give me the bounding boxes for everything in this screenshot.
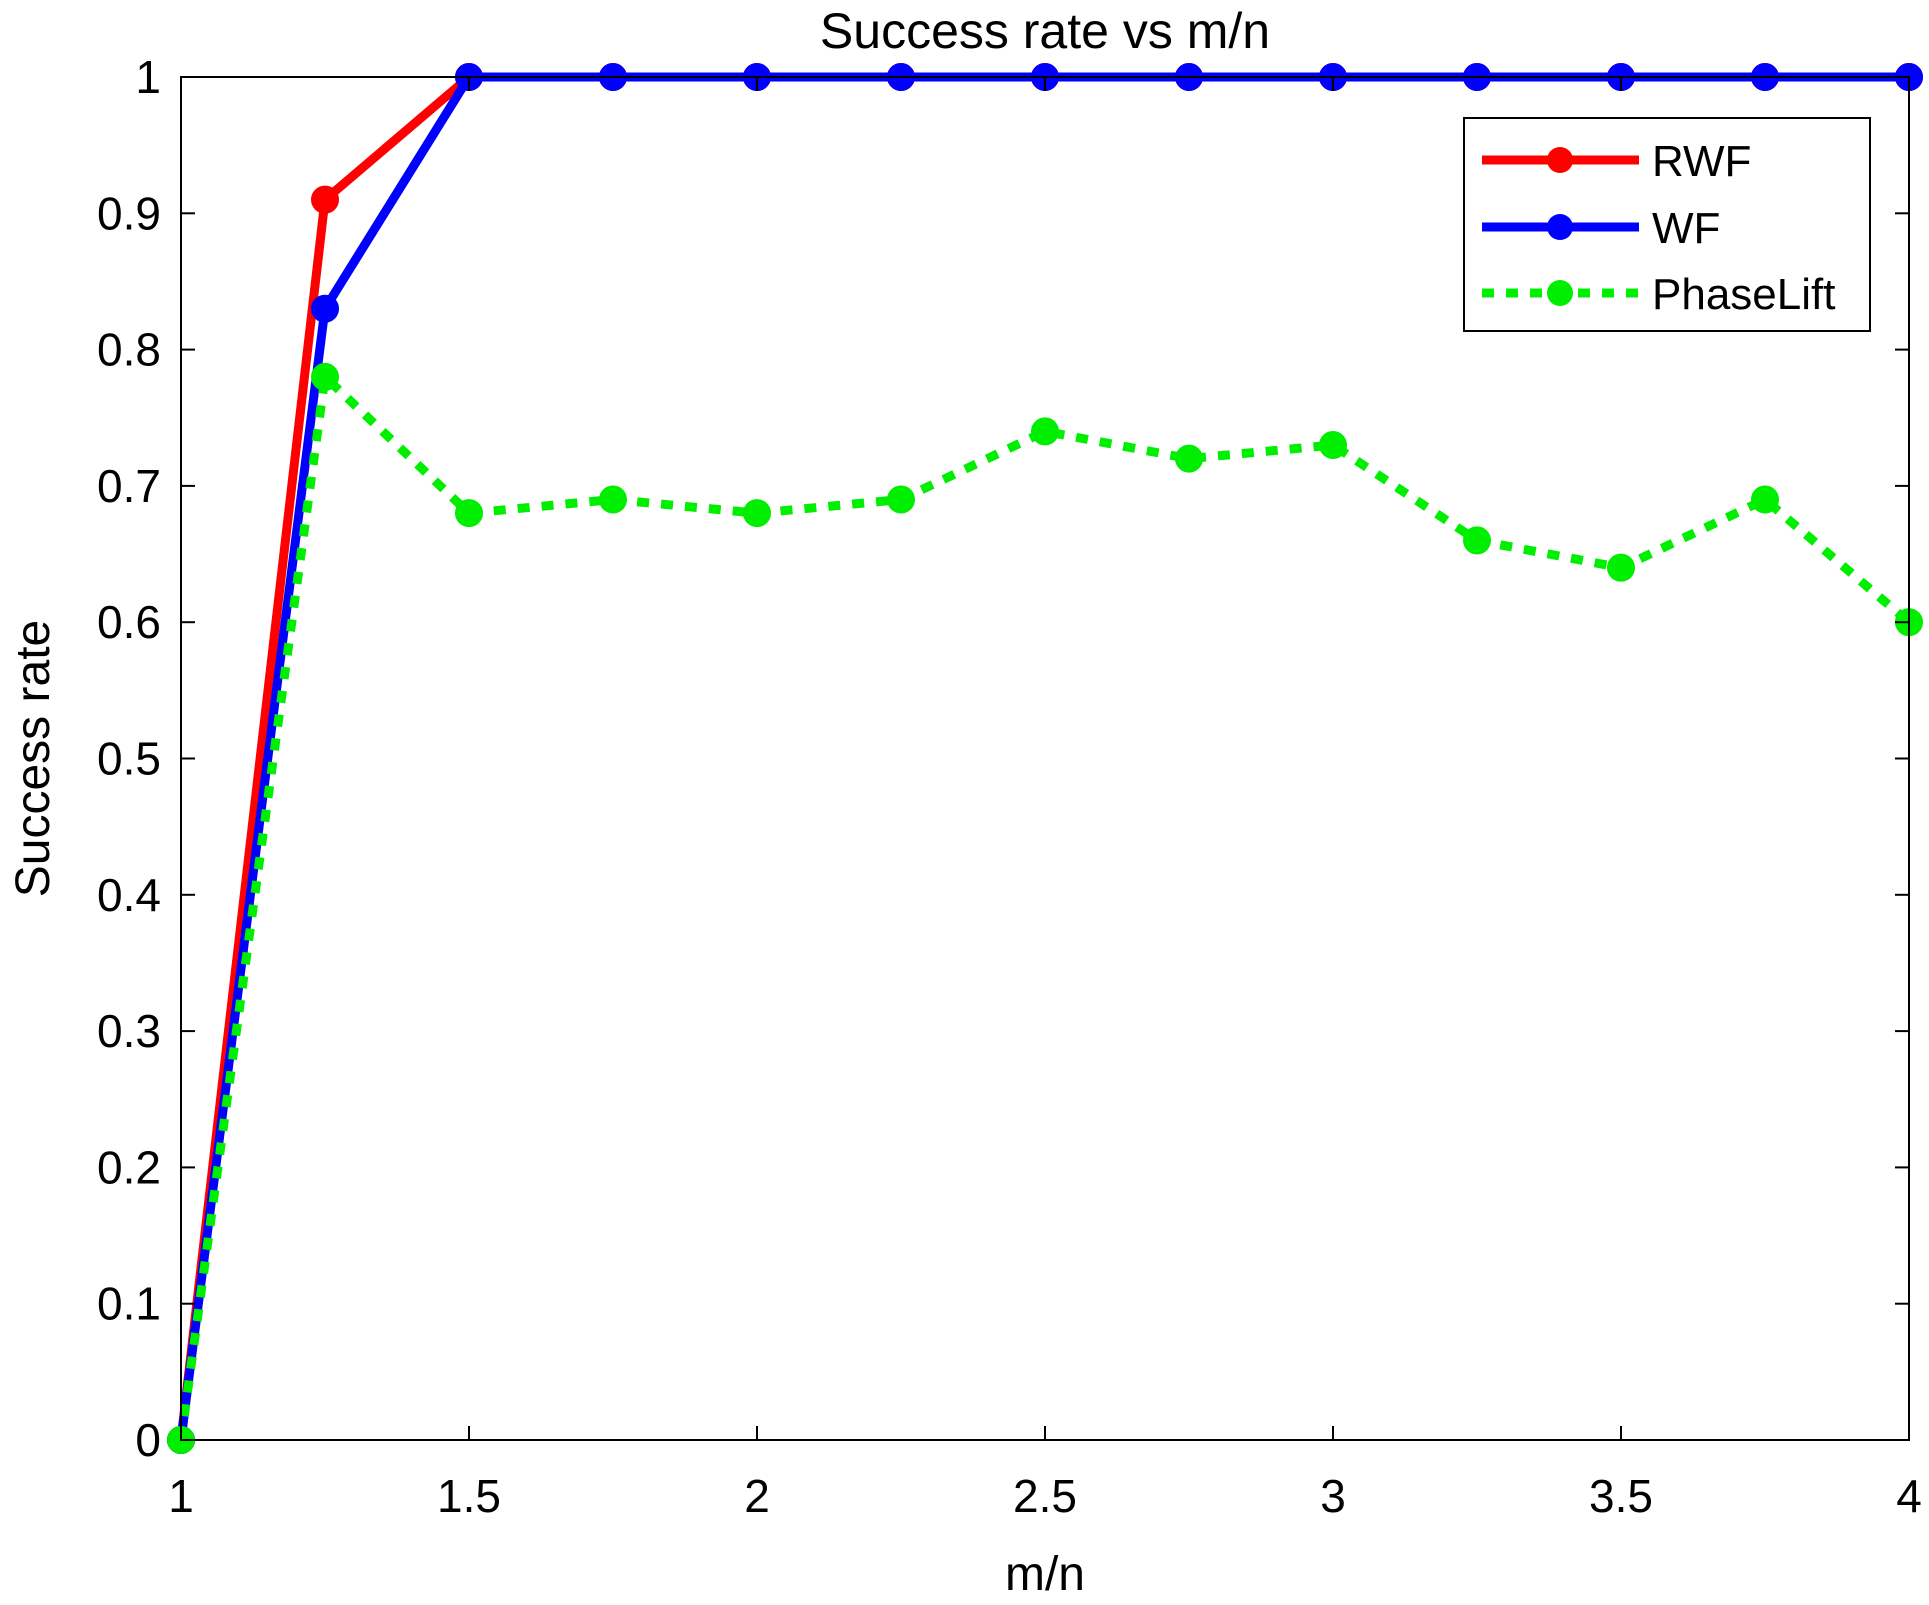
y-tick-label: 0.7	[97, 460, 161, 512]
data-point-wf	[311, 294, 339, 323]
data-point-phaselift	[1175, 444, 1203, 473]
data-point-phaselift	[887, 485, 915, 514]
y-tick-label: 0.4	[97, 869, 161, 921]
y-axis-title: Success rate	[7, 620, 60, 897]
legend-marker-phaselift	[1547, 280, 1573, 306]
y-tick-label: 1	[135, 51, 161, 103]
legend-label-phaselift: PhaseLift	[1652, 270, 1835, 319]
data-point-phaselift	[1463, 526, 1491, 555]
x-tick-label: 4	[1896, 1470, 1922, 1522]
data-point-phaselift	[743, 499, 771, 528]
data-point-phaselift	[1607, 553, 1635, 582]
y-tick-label: 0.5	[97, 733, 161, 785]
data-point-phaselift	[599, 485, 627, 514]
y-tick-label: 0.3	[97, 1005, 161, 1057]
x-axis-title: m/n	[1005, 1548, 1085, 1601]
x-tick-label: 2.5	[1013, 1470, 1077, 1522]
legend-entries: RWF WF PhaseLift	[1482, 137, 1835, 319]
y-tick-label: 0	[135, 1414, 161, 1466]
y-tick-label: 0.1	[97, 1278, 161, 1330]
data-point-phaselift	[311, 362, 339, 391]
data-point-rwf	[311, 185, 339, 214]
axis-ticks: 1 1.5 2 2.5 3 3.5 4 0 0.1 0.2 0.3 0.4 0.5 0.6 0.7 0.8 0.…	[97, 51, 1922, 1522]
x-tick-label: 1	[168, 1470, 194, 1522]
x-tick-label: 1.5	[437, 1470, 501, 1522]
legend-marker-wf	[1547, 214, 1573, 240]
legend-marker-rwf	[1547, 147, 1573, 173]
legend-label-wf: WF	[1652, 204, 1720, 253]
x-tick-label: 3.5	[1589, 1470, 1653, 1522]
data-point-phaselift	[1319, 431, 1347, 460]
data-point-phaselift	[1031, 417, 1059, 446]
legend-label-rwf: RWF	[1652, 137, 1751, 186]
data-point-phaselift	[1751, 485, 1779, 514]
y-tick-label: 0.9	[97, 187, 161, 239]
y-tick-label: 0.2	[97, 1141, 161, 1193]
y-tick-label: 0.8	[97, 324, 161, 376]
x-tick-label: 2	[744, 1470, 770, 1522]
data-point-phaselift	[455, 499, 483, 528]
chart-title: Success rate vs m/n	[820, 3, 1270, 59]
x-tick-label: 3	[1320, 1470, 1346, 1522]
series-line-phaselift	[176, 372, 1912, 1441]
legend: RWF WF PhaseLift	[1463, 117, 1871, 332]
y-tick-label: 0.6	[97, 596, 161, 648]
